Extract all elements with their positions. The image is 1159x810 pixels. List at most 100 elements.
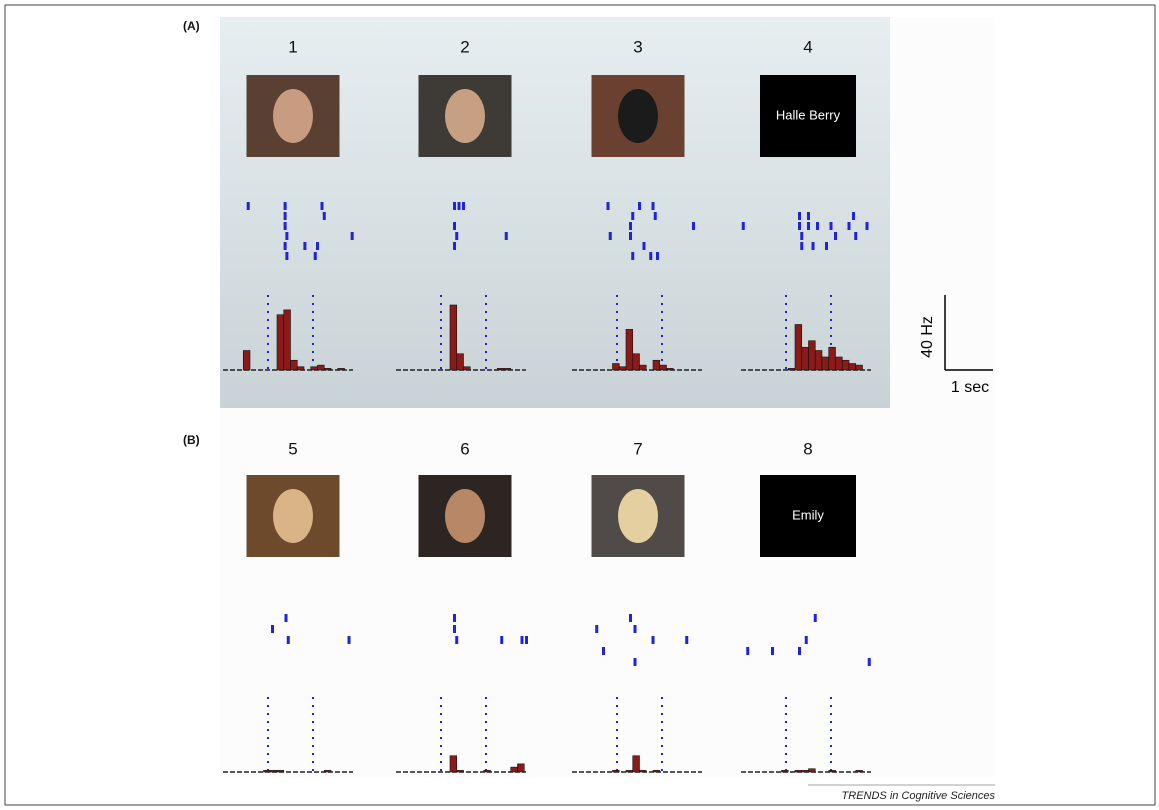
histogram-bar (517, 763, 525, 773)
spike (313, 252, 317, 260)
spike (283, 212, 287, 220)
text-stimulus (760, 475, 856, 557)
spike (798, 212, 801, 220)
spike (453, 202, 456, 210)
spike (638, 202, 641, 210)
histogram-bar (855, 364, 863, 371)
histogram-bar (323, 368, 332, 371)
spike (633, 625, 637, 633)
histogram-bar (848, 363, 857, 371)
histogram-bar (283, 309, 291, 371)
spike (453, 625, 456, 633)
stimulus-number: 8 (803, 439, 812, 458)
histogram-bar (652, 359, 661, 371)
histogram-bar (456, 770, 464, 773)
histogram-bar (808, 768, 816, 773)
histogram-bar (781, 770, 789, 773)
spike (595, 625, 599, 633)
histogram-bar (659, 364, 667, 371)
histogram-bar (794, 324, 803, 371)
spike (500, 636, 504, 644)
histogram-bar (632, 353, 640, 371)
photo-face (445, 89, 485, 143)
stimulus-number: 7 (633, 439, 642, 458)
histogram-bar (794, 770, 803, 773)
spike (741, 222, 745, 230)
spike (606, 202, 610, 210)
histogram-bar (828, 770, 836, 773)
stimulus-number: 4 (803, 37, 812, 56)
stimulus-number: 3 (633, 37, 642, 56)
histogram-bar (801, 770, 809, 773)
photo-face (273, 89, 313, 143)
spike (807, 222, 810, 230)
histogram-bar (632, 755, 640, 773)
scale-time-label: 1 sec (951, 379, 989, 396)
spike (246, 202, 250, 210)
histogram-bar (639, 364, 647, 371)
spike (453, 242, 456, 250)
spike (271, 625, 274, 633)
spike (656, 252, 659, 260)
spike (800, 232, 804, 240)
stimulus-caption: Emily (792, 507, 824, 522)
spike (504, 232, 508, 240)
spike (651, 202, 655, 210)
spike (455, 636, 459, 644)
stimulus-number: 6 (460, 439, 469, 458)
histogram-bar (612, 363, 620, 371)
histogram-bar (496, 368, 505, 371)
spike (320, 202, 324, 210)
spike (825, 242, 828, 250)
histogram-bar (841, 359, 850, 371)
histogram-bar (276, 314, 285, 371)
spike (834, 232, 837, 240)
histogram-bar (449, 755, 458, 773)
spike (651, 636, 655, 644)
spike (829, 222, 833, 230)
spike (525, 636, 528, 644)
histogram-bar (296, 366, 305, 371)
histogram-bar (263, 770, 271, 773)
spike (800, 242, 804, 250)
footer: TRENDS in Cognitive Sciences (842, 790, 996, 802)
histogram-bar (787, 368, 796, 371)
histogram-bar (625, 329, 634, 371)
spike (807, 212, 810, 220)
spike (629, 614, 632, 622)
spike (847, 222, 851, 230)
histogram-bar (323, 770, 332, 773)
spike (457, 202, 461, 210)
spike (854, 232, 858, 240)
histogram-bar (808, 340, 816, 371)
spike (685, 636, 689, 644)
histogram-bar (639, 770, 647, 773)
histogram-bar (612, 770, 620, 773)
photo-face (445, 489, 485, 543)
photo-face (273, 489, 313, 543)
stimulus-number: 5 (288, 439, 297, 458)
spike (453, 222, 456, 230)
spike (322, 212, 326, 220)
stimulus-caption: Halle Berry (776, 107, 841, 122)
spike (692, 222, 695, 230)
spike (453, 614, 456, 622)
histogram-bar (835, 356, 843, 371)
histogram-bar (290, 359, 298, 371)
spike (303, 242, 307, 250)
histogram-bar (503, 368, 512, 371)
histogram-bar (821, 356, 830, 371)
spike (285, 252, 289, 260)
histogram-bar (814, 350, 823, 371)
spike (462, 202, 465, 210)
stimulus-number: 2 (460, 37, 469, 56)
spike (284, 614, 288, 622)
spike (283, 242, 287, 250)
histogram-bar (652, 770, 661, 773)
text-stimulus (760, 75, 856, 157)
panel-label: (A) (183, 19, 200, 33)
histogram-bar (618, 366, 627, 371)
histogram-bar (456, 353, 464, 371)
histogram-bar (666, 368, 674, 371)
